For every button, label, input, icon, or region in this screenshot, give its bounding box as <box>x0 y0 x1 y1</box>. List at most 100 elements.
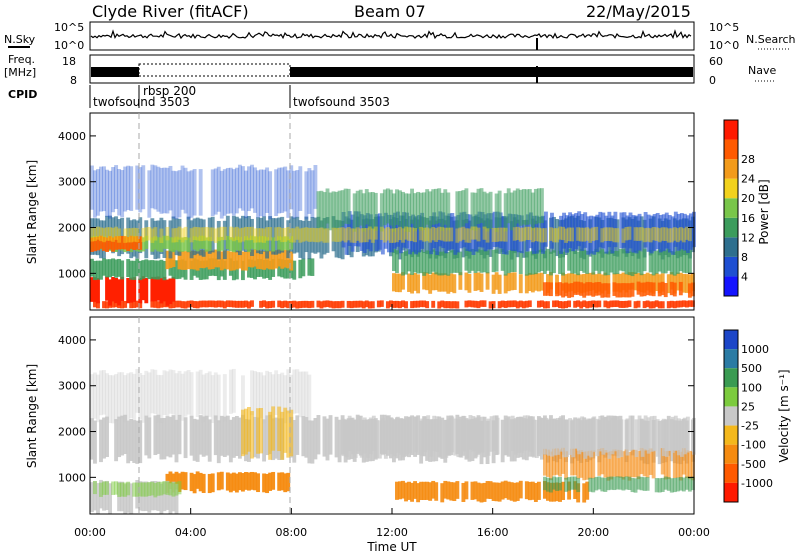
echo-cell <box>519 215 524 254</box>
echo-cell <box>453 216 458 255</box>
echo-cell <box>497 482 502 502</box>
echo-cell <box>280 372 285 419</box>
echo-cell <box>461 190 466 227</box>
echo-cell <box>595 418 600 457</box>
echo-cell <box>456 214 461 253</box>
echo-cell <box>679 213 684 250</box>
echo-cell <box>555 477 559 491</box>
echo-cell <box>419 192 424 231</box>
echo-cell <box>237 236 242 251</box>
echo-cell <box>108 483 112 514</box>
echo-cell <box>307 258 312 276</box>
echo-cell <box>467 250 472 274</box>
echo-cell <box>247 226 251 241</box>
echo-cell <box>428 482 433 501</box>
echo-cell <box>307 374 312 423</box>
echo-cell <box>410 227 414 242</box>
echo-cell <box>135 368 140 413</box>
freq-panel: Freq. [MHz] 18 8 60 0 Nave <box>4 53 776 87</box>
echo-cell <box>524 274 529 294</box>
echo-cell <box>385 188 390 224</box>
echo-cell <box>344 216 349 255</box>
echo-cell <box>392 249 396 272</box>
echo-cell <box>147 260 152 280</box>
echo-cell <box>114 277 119 304</box>
echo-cell <box>385 301 390 309</box>
echo-cell <box>186 216 191 253</box>
echo-cell <box>666 228 671 243</box>
echo-cell <box>645 281 650 296</box>
echo-cell <box>153 227 158 241</box>
echo-cell <box>479 483 484 503</box>
echo-cell <box>649 416 654 452</box>
echo-cell <box>431 272 436 291</box>
echo-cell <box>117 416 122 458</box>
echo-cell <box>559 416 563 452</box>
echo-cell <box>524 226 529 240</box>
echo-cell <box>416 300 421 308</box>
echo-cell <box>114 226 119 240</box>
echo-cell <box>186 171 191 220</box>
echo-cell <box>277 217 282 254</box>
echo-cell <box>90 374 94 422</box>
colorbar-swatch <box>724 406 738 426</box>
echo-cell <box>603 477 608 492</box>
echo-cell <box>438 419 443 458</box>
echo-cell <box>678 281 683 296</box>
echo-cell <box>259 169 263 217</box>
y-tick-label: 2000 <box>58 426 86 439</box>
echo-cell <box>198 227 203 242</box>
echo-cell <box>589 215 594 254</box>
echo-cell <box>615 449 620 478</box>
echo-cell <box>552 216 556 253</box>
echo-cell <box>99 235 103 249</box>
echo-cell <box>237 300 242 308</box>
echo-cell <box>274 227 279 241</box>
colorbar-frame <box>723 329 739 503</box>
echo-cell <box>684 274 689 293</box>
echo-cell <box>564 451 569 480</box>
echo-cell <box>198 260 203 280</box>
echo-cell <box>325 418 330 461</box>
echo-cell <box>380 418 385 456</box>
echo-cell <box>509 482 514 501</box>
echo-cell <box>681 477 686 492</box>
echo-cell <box>352 193 357 232</box>
echo-cell <box>111 167 116 213</box>
echo-cell <box>604 416 609 453</box>
echo-cell <box>669 300 674 308</box>
echo-cell <box>153 165 158 210</box>
echo-cell <box>234 226 239 241</box>
echo-cell <box>513 214 518 252</box>
echo-cell <box>546 449 550 477</box>
echo-cell <box>582 283 587 298</box>
echo-cell <box>576 251 581 276</box>
echo-cell <box>521 301 526 309</box>
echo-cell <box>666 450 671 480</box>
echo-cell <box>150 276 155 302</box>
echo-cell <box>265 250 270 269</box>
echo-cell <box>615 250 620 275</box>
echo-cell <box>432 415 437 452</box>
echo-cell <box>165 250 170 270</box>
echo-cell <box>600 448 605 475</box>
echo-cell <box>322 192 327 230</box>
echo-cell <box>664 212 669 249</box>
echo-cell <box>286 170 291 218</box>
colorbar-swatch <box>724 425 738 445</box>
echo-cell <box>171 259 176 279</box>
echo-cell <box>627 226 632 240</box>
echo-cell <box>156 260 161 280</box>
echo-cell <box>440 273 445 292</box>
echo-cell <box>533 482 538 502</box>
echo-cell <box>244 408 248 455</box>
echo-cell <box>201 260 206 280</box>
echo-cell <box>645 477 650 491</box>
echo-cell <box>636 300 641 308</box>
echo-cell <box>350 417 355 455</box>
echo-cell <box>111 227 116 242</box>
echo-cell <box>657 249 662 272</box>
echo-cell <box>168 483 173 514</box>
echo-cell <box>452 482 457 502</box>
echo-cell <box>371 415 376 451</box>
